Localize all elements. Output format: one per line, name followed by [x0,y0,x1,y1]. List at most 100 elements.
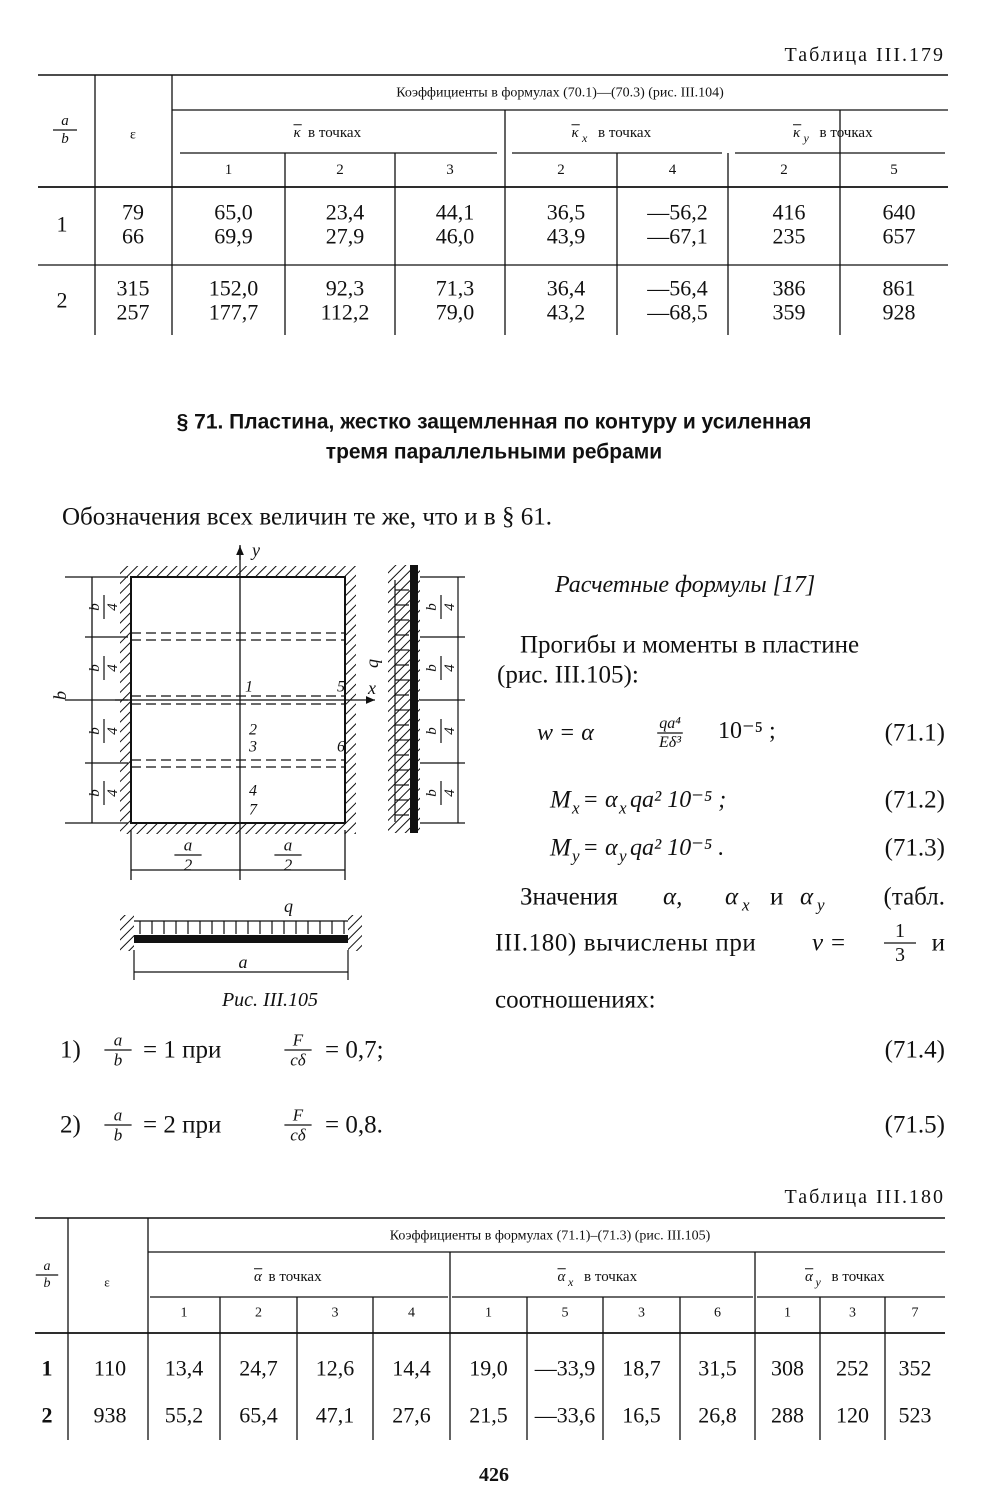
formula: α [725,884,739,911]
cell: —68,5 [646,300,708,325]
subscript: y [803,131,810,145]
paragraph: (рис. III.105): [497,662,639,689]
fraction-denominator: b [114,1126,123,1145]
table-caption: Таблица III.180 [784,1186,945,1208]
subscript: x [567,1275,574,1289]
point-number: 2 [557,162,565,178]
cell: 92,3 [326,276,365,301]
cell: 120 [836,1403,869,1428]
condition: = 2 при [143,1112,221,1139]
section-title: тремя параллельными ребрами [326,441,662,464]
cell: 23,4 [326,200,365,225]
subscript: y [815,1275,822,1289]
point-label: 3 [248,739,257,756]
row-ratio: 1 [42,1356,53,1381]
equation-number: (71.5) [885,1112,945,1139]
cell: 21,5 [469,1403,508,1428]
equation-number: (71.2) [885,787,945,814]
page-number: 426 [479,1464,509,1486]
symbol: α [254,1269,263,1285]
cell: 386 [773,276,806,301]
fraction-numerator: b [87,603,103,611]
condition-index: 1) [60,1037,81,1064]
cell: 416 [773,200,806,225]
cell: 19,0 [469,1356,508,1381]
paragraph: (табл. [884,884,945,911]
fraction-numerator: qa⁴ [659,715,681,732]
condition: = 0,8. [325,1112,383,1139]
formula: qa² 10⁻⁵ ; [630,787,726,813]
cell: 235 [773,224,806,249]
fraction-numerator: b [424,789,440,797]
point-label: 6 [337,739,345,756]
fraction-denominator: 4 [442,664,458,672]
table-caption: Таблица III.179 [784,44,945,66]
point-label: 2 [249,722,257,739]
fraction-denominator: 4 [442,727,458,735]
axis-label: x [367,678,376,698]
cell: 16,5 [622,1403,661,1428]
fraction-numerator: b [424,664,440,672]
cell: 861 [883,276,916,301]
fraction-denominator: 4 [105,727,121,735]
point-number: 5 [562,1306,569,1321]
load-label: q [362,659,382,668]
equation-number: (71.4) [885,1037,945,1064]
cell: —33,6 [534,1403,596,1428]
point-number: 1 [485,1306,492,1321]
formula: qa² 10⁻⁵ . [630,835,724,861]
symbol: κ [793,125,801,141]
group-label: в точках [308,125,362,141]
group-label: в точках [832,1269,886,1285]
formula: 10⁻⁵ ; [718,718,776,744]
cell: 352 [899,1356,932,1381]
fraction-numerator: F [292,1105,304,1124]
equation-number: (71.3) [885,835,945,862]
point-label: 4 [249,783,257,800]
paragraph: и [932,930,945,957]
fraction-numerator: a [44,1259,51,1274]
fraction-denominator: cδ [290,1051,307,1070]
cell: 65,0 [214,200,253,225]
cell: 252 [836,1356,869,1381]
cell: 523 [899,1403,932,1428]
point-number: 5 [890,162,898,178]
formula: α, [663,884,682,911]
load-label: q [284,896,293,916]
cell: 13,4 [165,1356,204,1381]
subscript: y [815,896,825,915]
fraction-numerator: b [87,664,103,672]
fraction-denominator: 2 [284,856,293,875]
cell: 44,1 [436,200,475,225]
fraction-denominator: b [44,1276,51,1291]
cell: 359 [773,300,806,325]
epsilon: 79 [122,200,144,225]
fraction-numerator: b [87,727,103,735]
point-number: 6 [714,1306,721,1321]
fraction-denominator: 2 [184,856,193,875]
group-label: в точках [584,1269,638,1285]
paragraph: Значения [520,884,618,911]
cell: 46,0 [436,224,475,249]
subscript: x [741,896,750,915]
fraction-numerator: F [292,1030,304,1049]
symbol: α [805,1269,814,1285]
paragraph: III.180) вычислены при [495,930,756,957]
row-ratio: 1 [57,212,68,237]
formula: M [549,835,572,862]
point-number: 2 [780,162,788,178]
cell: 47,1 [316,1403,355,1428]
cell: 112,2 [321,300,370,325]
fraction-numerator: a [284,835,293,854]
equation-number: (71.1) [885,720,945,747]
point-number: 3 [446,162,454,178]
formula: α [605,835,618,861]
cell: 43,9 [547,224,586,249]
cell: 31,5 [698,1356,737,1381]
fraction-denominator: 4 [105,664,121,672]
point-number: 1 [225,162,233,178]
formula: ν = [812,930,846,957]
cell: 18,7 [622,1356,661,1381]
fraction-numerator: a [61,113,69,129]
